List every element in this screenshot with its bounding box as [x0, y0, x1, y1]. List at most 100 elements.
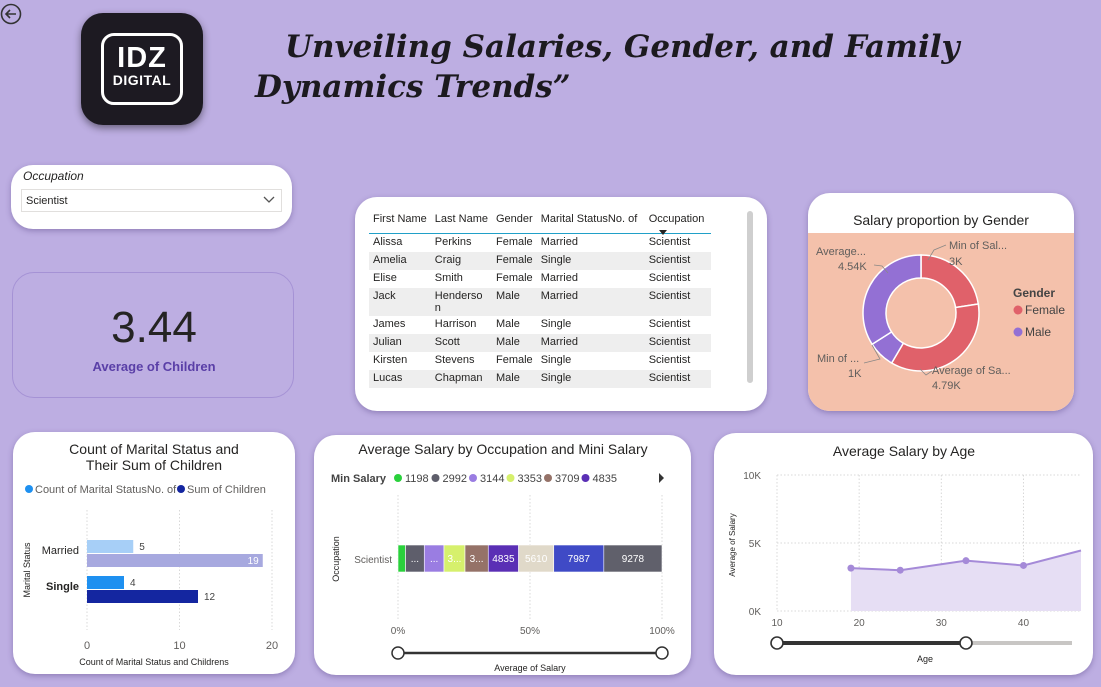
bar2-data-label: ...: [430, 554, 438, 565]
bar1-legend-item-1[interactable]: Sum of Children: [187, 484, 266, 496]
occupation-dropdown[interactable]: Scientist: [21, 189, 282, 212]
sort-arrow-icon[interactable]: [659, 230, 667, 236]
bar2-xtick: 100%: [649, 626, 675, 637]
table-cell: Female: [495, 236, 533, 248]
bar2-data-label: ...: [411, 554, 419, 565]
column-header-2[interactable]: Gender: [491, 209, 537, 234]
donut-value-3: 4.54K: [838, 261, 867, 273]
table-cell: Perkins: [434, 236, 472, 248]
bar1-xtick: 0: [84, 640, 90, 652]
column-header-3[interactable]: Marital StatusNo. of: [536, 209, 645, 234]
donut-chart: Min of Sal... 3K Average of Sa... 4.79K Min …: [816, 240, 1065, 392]
table-row: Elise Smith Female Married Scientist: [369, 270, 711, 288]
bar2-data-label: 4835: [492, 554, 515, 565]
line-xlabel: Age: [917, 654, 933, 664]
donut-slice-3[interactable]: [862, 254, 922, 346]
donut-leader-line-2: [863, 344, 881, 364]
bar2-slider-handle-right[interactable]: [655, 646, 669, 660]
bar2-segment-7987[interactable]: [553, 544, 605, 573]
donut-value-0: 3K: [949, 256, 963, 268]
page-title: Unveiling Salaries, Gender, and Family D…: [255, 29, 960, 105]
table-cell: Scientist: [648, 354, 691, 366]
column-header-1[interactable]: Last Name: [430, 209, 492, 234]
bar1-data-label: 12: [204, 592, 216, 603]
kpi-label: Average of Children: [92, 359, 216, 374]
bar1-data-label: 19: [248, 556, 260, 567]
table-cell: Amelia: [369, 252, 431, 270]
table-cell: Stevens: [434, 354, 475, 366]
bar2-legend-item-2992[interactable]: 2992: [443, 473, 467, 485]
column-header-0[interactable]: First Name: [369, 209, 431, 234]
line-point-19[interactable]: [847, 564, 855, 572]
table-cell: Female: [491, 252, 537, 270]
bar2-segment-4835[interactable]: [487, 544, 519, 573]
line-point-33[interactable]: [962, 557, 970, 565]
table-cell: Scientist: [644, 252, 711, 270]
bar2-data-label: 7987: [568, 554, 591, 565]
line-ytick: 10K: [743, 471, 761, 482]
table-cell: Scientist: [644, 288, 711, 316]
table-scrollbar[interactable]: [747, 211, 753, 383]
table-cell: Male: [495, 318, 520, 330]
table-cell: Scientist: [648, 318, 691, 330]
bar1-bar-single-1[interactable]: [87, 590, 198, 603]
table-header-row: First Name Last Name Gender Marital StatusN…: [369, 209, 711, 234]
legend-item-female[interactable]: Female: [1025, 303, 1065, 317]
marital-status-chart: Count of Marital Status and Their Sum of …: [22, 441, 278, 667]
bar2-slider-handle-left[interactable]: [391, 646, 405, 660]
table-cell: Married: [540, 236, 578, 248]
salary-gender-donut-card: Salary proportion by Gender Min of Sal..…: [808, 193, 1074, 411]
table-row: James Harrison Male Single Scientist: [369, 316, 711, 334]
logo-text-digital: DIGITAL: [112, 72, 172, 88]
slicer-selected-value: Scientist: [26, 195, 68, 207]
back-arrow-icon[interactable]: [0, 2, 24, 26]
bar2-segment-9278[interactable]: [603, 544, 663, 573]
bar1-bar-married-1[interactable]: [87, 554, 263, 567]
donut-value-2: 1K: [848, 368, 862, 380]
table-cell: Harrison: [434, 318, 477, 330]
age-slider-handle-max[interactable]: [959, 636, 973, 650]
bar1-data-label: 4: [130, 578, 136, 589]
table-cell: Scientist: [648, 236, 691, 248]
bar1-bar-single-0[interactable]: [87, 576, 124, 589]
bar1-category-single: Single: [46, 581, 79, 593]
bar2-segment-1198[interactable]: [397, 544, 406, 573]
bar1-legend-dot-1: [177, 485, 185, 493]
table-cell: Scientist: [648, 272, 691, 284]
logo-text-idz: IDZ: [117, 42, 167, 74]
table-cell: Scientist: [644, 370, 711, 388]
occupation-slicer: Occupation Scientist: [11, 165, 292, 229]
line-point-25[interactable]: [896, 566, 904, 574]
legend-dot-female: [1013, 305, 1023, 315]
bar2-legend-item-3353[interactable]: 3353: [518, 473, 542, 485]
bar2-legend-item-4835[interactable]: 4835: [593, 473, 617, 485]
bar2-legend-dot-3709: [544, 474, 552, 482]
kpi-value: 3.44: [111, 303, 197, 352]
legend-next-arrow-icon[interactable]: [659, 473, 664, 483]
table-cell: Julian: [369, 334, 431, 352]
bar2-legend-item-3144[interactable]: 3144: [480, 473, 504, 485]
table-row: Jack Henderso n Male Married Scientist: [369, 288, 711, 316]
bar2-segment-5610[interactable]: [518, 544, 555, 573]
bar1-category-married: Married: [42, 545, 79, 557]
column-header-4[interactable]: Occupation: [644, 209, 711, 234]
bar2-ylabel: Occupation: [331, 536, 341, 582]
donut-label-1: Average of Sa...: [932, 365, 1011, 377]
donut-label-2: Min of ...: [817, 353, 859, 365]
table-cell: Single: [540, 318, 572, 330]
legend-dot-male: [1013, 327, 1023, 337]
table-cell: Kirsten: [373, 354, 408, 366]
bar2-data-label: 9278: [622, 554, 645, 565]
bar2-legend-item-1198[interactable]: 1198: [405, 473, 429, 485]
legend-item-male[interactable]: Male: [1025, 325, 1051, 339]
bar1-bar-married-0[interactable]: [87, 540, 134, 553]
donut-slice-1[interactable]: [890, 303, 980, 372]
age-slider-handle-min[interactable]: [770, 636, 784, 650]
bar2-legend-item-3709[interactable]: 3709: [555, 473, 579, 485]
donut-leader-line-0: [927, 244, 947, 261]
bar2-xtick: 0%: [391, 626, 406, 637]
bar2-xlabel: Average of Salary: [494, 663, 566, 673]
bar2-data-label: 3...: [470, 554, 484, 565]
bar1-legend-item-0[interactable]: Count of Marital StatusNo. of: [35, 484, 177, 496]
line-point-40[interactable]: [1019, 561, 1027, 569]
